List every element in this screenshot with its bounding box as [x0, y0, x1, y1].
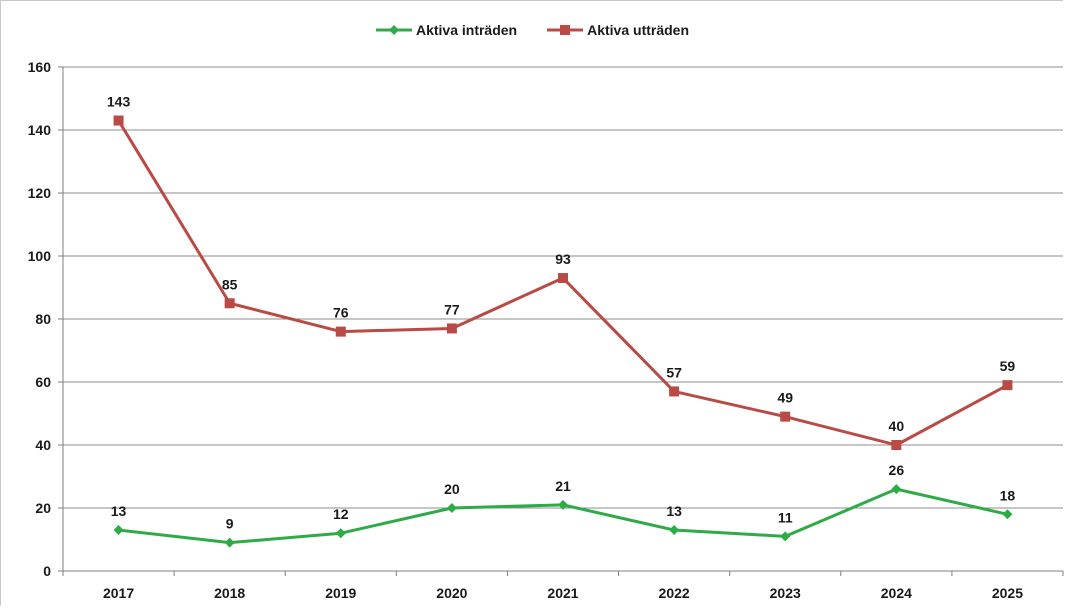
legend-label-series-0: Aktiva inträden	[415, 22, 518, 38]
data-point	[780, 411, 791, 422]
legend: Aktiva inträden Aktiva utträden	[0, 22, 1065, 38]
y-tick-label: 20	[35, 500, 51, 516]
data-point	[558, 499, 568, 510]
x-tick-label: 2023	[770, 585, 801, 601]
x-tick-label: 2017	[103, 585, 134, 601]
data-label: 11	[778, 509, 793, 525]
y-tick-label: 100	[28, 248, 52, 264]
legend-item-series-1: Aktiva utträden	[547, 22, 689, 38]
legend-swatch-series-0-icon	[375, 25, 412, 35]
data-label: 18	[1000, 487, 1016, 503]
data-label: 85	[222, 276, 238, 292]
x-tick-label: 2021	[547, 585, 578, 601]
series-line-0	[118, 487, 1008, 545]
data-point	[113, 525, 124, 536]
y-tick-label: 0	[43, 563, 51, 579]
data-label: 93	[555, 251, 571, 267]
y-tick-label: 80	[35, 311, 51, 327]
data-label: 13	[666, 503, 682, 519]
data-point	[1002, 380, 1013, 391]
x-tick-label: 2022	[659, 585, 690, 601]
y-tick-label: 60	[35, 374, 51, 390]
y-tick-label: 160	[28, 59, 52, 75]
data-point	[446, 503, 457, 513]
y-tick-label: 120	[28, 185, 52, 201]
data-point	[335, 326, 346, 337]
data-label: 57	[666, 364, 682, 380]
x-tick-label: 2024	[881, 585, 912, 601]
x-tick-label: 2020	[436, 585, 467, 601]
x-tick-label: 2018	[214, 585, 245, 601]
data-point	[891, 440, 902, 450]
data-point	[335, 528, 346, 539]
x-tick-label: 2025	[992, 585, 1023, 601]
data-point	[891, 484, 902, 495]
data-point	[558, 273, 568, 284]
data-label: 13	[111, 503, 127, 519]
data-label: 20	[444, 481, 460, 497]
data-label: 59	[1000, 358, 1016, 374]
y-tick-label: 140	[28, 122, 52, 138]
data-label: 21	[555, 478, 571, 494]
data-point	[446, 323, 457, 334]
legend-item-series-0: Aktiva inträden	[375, 22, 518, 38]
data-label: 49	[777, 390, 793, 406]
data-label: 77	[444, 301, 460, 317]
data-label: 143	[107, 94, 131, 110]
data-point	[113, 115, 124, 126]
data-point	[780, 531, 791, 542]
x-tick-label: 2019	[325, 585, 356, 601]
legend-swatch-series-1-icon	[547, 25, 584, 35]
data-point	[669, 525, 680, 536]
data-point	[224, 298, 235, 309]
y-tick-label: 40	[35, 437, 51, 453]
data-point	[1002, 509, 1013, 520]
data-point	[669, 386, 680, 397]
data-point	[224, 537, 235, 548]
data-label: 12	[333, 506, 349, 522]
data-label: 40	[889, 418, 905, 434]
data-label: 9	[226, 516, 234, 532]
legend-label-series-1: Aktiva utträden	[587, 22, 690, 38]
data-label: 26	[889, 462, 905, 478]
data-label: 76	[333, 305, 349, 321]
